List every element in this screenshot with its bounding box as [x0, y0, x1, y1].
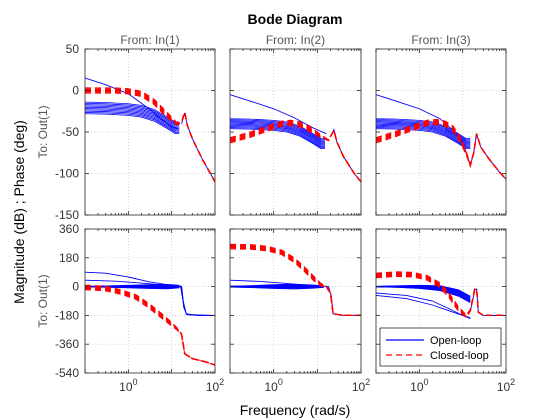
ticks	[229, 48, 362, 216]
axes-box	[229, 228, 362, 374]
legend: Open-loop Closed-loop	[379, 327, 502, 367]
open-loop-line	[230, 118, 326, 140]
open-loop-line	[230, 283, 324, 287]
y-tick-label: 0	[72, 280, 79, 294]
open-loop-line	[230, 123, 326, 145]
closed-loop-line	[85, 87, 215, 183]
y-axis-label: Magnitude (dB) ; Phase (deg)	[11, 120, 27, 304]
open-loop-line	[376, 121, 471, 143]
open-loop-line	[376, 284, 471, 297]
open-loop-line	[230, 126, 326, 147]
column-label: From: In(2)	[266, 33, 325, 47]
open-loop-line	[85, 113, 180, 135]
open-loop-line	[85, 105, 180, 127]
open-loop-line	[85, 104, 180, 126]
y-tick-label: 180	[59, 251, 79, 265]
y-tick-label: -100	[55, 167, 79, 181]
x-tick-label: 100	[264, 377, 282, 394]
y-tick-label: -540	[55, 366, 79, 380]
legend-box	[379, 327, 502, 367]
open-loop-line	[230, 279, 321, 287]
open-loop-line	[376, 127, 471, 148]
open-loop-line	[85, 110, 180, 132]
closed-loop-line	[376, 120, 506, 180]
y-tick-label: -180	[55, 308, 79, 322]
legend-label: Open-loop	[430, 335, 481, 347]
open-loop-line	[376, 120, 471, 142]
closed-loop-line	[230, 119, 361, 183]
column-label: From: In(1)	[120, 33, 179, 47]
open-loop-line	[230, 128, 326, 149]
open-loop-line	[376, 124, 471, 146]
open-loop-line	[230, 122, 326, 144]
ticks	[84, 48, 216, 216]
y-tick-label: 50	[66, 42, 80, 56]
x-axis-label: Frequency (rad/s)	[240, 402, 350, 418]
row-label-magnitude: To: Out(1)	[36, 105, 50, 158]
ticks	[84, 228, 216, 374]
ticks	[375, 228, 507, 374]
open-loop-line	[230, 127, 326, 148]
plot-area	[85, 49, 215, 215]
plot-area	[85, 229, 215, 373]
open-loop-line	[230, 119, 326, 141]
open-loop-line	[230, 124, 326, 146]
panel-magnitude-2: From: In(2)	[229, 33, 362, 216]
open-loop-line	[376, 294, 471, 319]
panel-magnitude-1: 50 0 -50 -100 -150 From: In(1)	[55, 33, 216, 222]
closed-loop-line	[85, 284, 215, 366]
y-tick-label: -150	[55, 208, 79, 222]
open-loop-line	[376, 122, 471, 144]
open-loop-line	[179, 285, 215, 316]
open-loop-line	[230, 121, 326, 143]
y-tick-label: 0	[72, 84, 79, 98]
open-loop-line	[85, 103, 180, 124]
open-loop-line	[230, 120, 326, 142]
ticks	[229, 228, 362, 374]
closed-loop-line	[230, 248, 361, 317]
plot-area	[230, 229, 361, 373]
axes-box	[84, 228, 216, 374]
x-tick-label: 102	[352, 377, 370, 394]
open-loop-line	[85, 112, 180, 133]
open-loop-line	[230, 94, 327, 135]
closed-loop-line	[376, 271, 506, 317]
panel-magnitude-3: From: In(3)	[375, 33, 507, 216]
open-loop-line	[376, 126, 471, 147]
y-tick-label: -360	[55, 337, 79, 351]
open-loop-line	[85, 77, 179, 130]
panel-phase-3: 100 102	[375, 228, 515, 394]
closed-loop-line	[230, 245, 361, 317]
closed-loop-line	[376, 118, 506, 180]
chart-title: Bode Diagram	[248, 11, 343, 27]
open-loop-line	[376, 123, 471, 145]
closed-loop-line	[230, 246, 361, 317]
x-tick-label: 102	[206, 377, 224, 394]
row-label-phase: To: Out(1)	[36, 274, 50, 327]
column-label: From: In(3)	[411, 33, 470, 47]
y-tick-label: -50	[62, 125, 80, 139]
closed-loop-line	[230, 243, 361, 317]
x-tick-label: 100	[410, 377, 428, 394]
open-loop-line	[85, 106, 180, 128]
ticks	[375, 48, 507, 216]
legend-label: Closed-loop	[430, 350, 489, 362]
closed-loop-line	[230, 244, 361, 317]
panel-phase-2: 100 102	[229, 228, 370, 394]
x-tick-label: 100	[119, 377, 137, 394]
y-tick-label: 360	[59, 222, 79, 236]
x-tick-label: 102	[497, 377, 515, 394]
open-loop-line	[85, 109, 180, 131]
panel-phase-1: 360 180 0 -180 -360 -540 100 102	[55, 222, 224, 394]
axes-box	[375, 228, 507, 374]
